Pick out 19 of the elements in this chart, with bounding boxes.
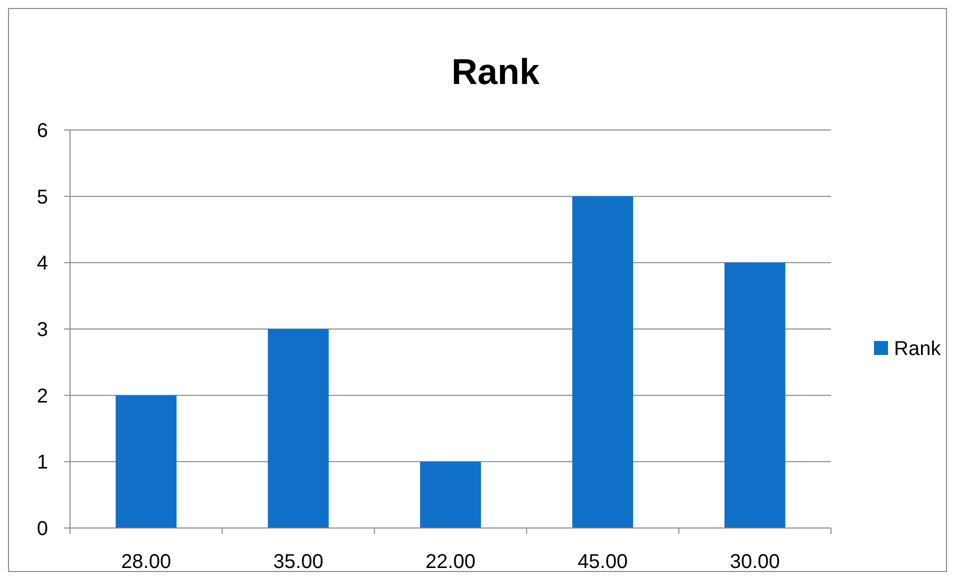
y-tick-label: 2 — [36, 385, 48, 408]
chart-title: Rank — [451, 51, 540, 92]
y-tick-label: 3 — [36, 319, 48, 341]
bar — [420, 462, 481, 528]
x-tick-label: 22.00 — [425, 551, 476, 573]
bar — [268, 329, 329, 528]
y-tick-label: 6 — [36, 120, 48, 142]
legend-label: Rank — [894, 338, 942, 360]
bar — [724, 262, 786, 528]
x-tick-label: 35.00 — [273, 551, 324, 573]
x-tick-label: 30.00 — [730, 551, 780, 573]
y-tick-label: 0 — [36, 518, 48, 540]
x-tick-label: 45.00 — [578, 551, 628, 573]
x-tick-label: 28.00 — [121, 551, 172, 573]
y-tick-label: 5 — [36, 186, 48, 208]
y-tick-label: 4 — [36, 252, 48, 275]
y-tick-label: 1 — [36, 452, 48, 474]
bar — [572, 196, 634, 528]
bar — [116, 395, 177, 528]
